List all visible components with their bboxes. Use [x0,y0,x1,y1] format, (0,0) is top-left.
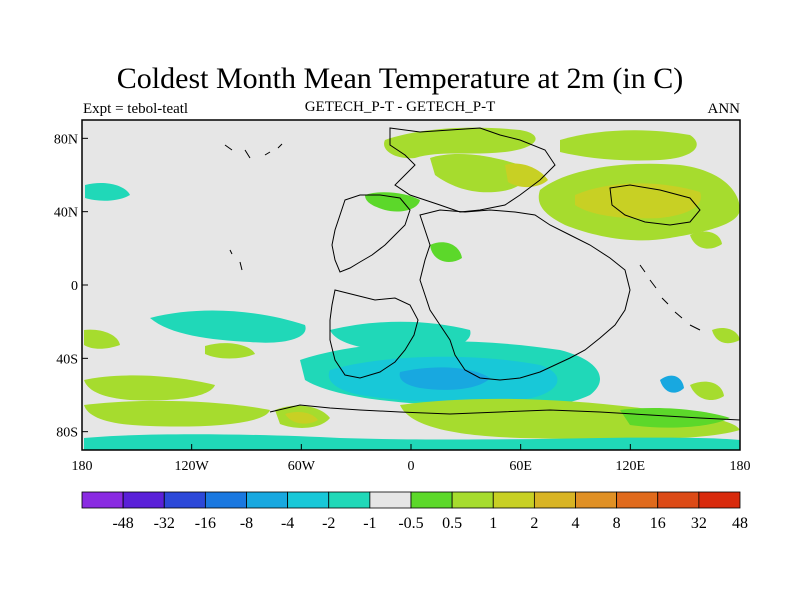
anomaly-region-pacific-north [85,183,130,201]
colorbar-swatch [492,491,535,509]
experiment-label: Expt = tebol-teatl [83,101,189,117]
coastline-east-asia-island [609,184,701,226]
colorbar-swatch [369,491,412,509]
colorbar-label: -48 [112,515,133,532]
colorbar-label: -4 [281,515,294,532]
anomaly-region-west-pacific-green [84,329,120,349]
map-title: Coldest Month Mean Temperature at 2m (in… [116,62,684,95]
y-tick-label: 80N [54,132,78,147]
coastline-south-america [329,289,419,379]
anomaly-region-midlat-patch [430,242,462,262]
coastline-east-islands [639,264,701,331]
colorbar-label: 2 [530,515,538,532]
colorbar-swatch [287,491,330,509]
colorbar-swatch [246,491,289,509]
colorbar-label: -16 [195,515,216,532]
anomaly-region-antarctic-west [84,400,270,427]
colorbar-label: 0.5 [442,515,462,532]
anomaly-region-antarctic-peninsula-warm [285,412,318,424]
colorbar-label: 16 [650,515,666,532]
anomaly-region-east-green [712,328,740,344]
colorbar-swatch [328,491,371,509]
colorbar-label: -2 [322,515,335,532]
x-axis: 180 120W 60W 0 60E 120E 180 [72,444,751,474]
x-tick-label: 180 [72,459,93,474]
x-tick-label: 180 [730,459,751,474]
x-tick-label: 120W [175,459,210,474]
colorbar-label: -1 [363,515,376,532]
colorbar-swatch [575,491,618,509]
colorbar-swatch [163,491,206,509]
coastline-island-chain [224,143,283,271]
colorbar-label: -32 [154,515,175,532]
colorbar-swatch [657,491,700,509]
colorbar-swatch [451,491,494,509]
season-label: ANN [707,101,741,117]
colorbar-swatch [81,491,124,509]
anomaly-region-arctic-west [384,127,536,159]
y-tick-label: 40N [54,206,78,221]
colorbar-label: 4 [572,515,580,532]
anomaly-region-atlantic [365,192,420,212]
colorbar-swatch [533,491,576,509]
y-tick-label: 80S [56,426,78,441]
coastline-antarctica [269,404,740,421]
colorbar-swatch [122,491,165,509]
anomaly-region-europe [430,154,526,193]
anomaly-region-near-pole [84,434,740,450]
colorbar: -48 -32 -16 -8 -4 -2 -1 -0.5 0.5 1 2 4 8 16 32 48 [81,491,748,532]
coastline-supercontinent [419,209,631,381]
coastline-arctic [389,127,556,213]
colorbar-label: 32 [691,515,707,532]
anomaly-region-europe-warm [505,163,548,188]
colorbar-label: 1 [489,515,497,532]
colorbar-label: -0.5 [398,515,423,532]
anomaly-region-southern-ocean-blue [399,367,490,390]
y-tick-label: 0 [71,279,78,294]
colorbar-swatch [698,491,741,509]
x-tick-label: 60E [509,459,532,474]
anomaly-region-arctic-east [560,130,697,161]
x-tick-label: 0 [408,459,415,474]
colorbar-swatch [616,491,659,509]
anomaly-region-antarctic-east [400,398,740,440]
anomaly-region-sub-tropical-green [205,343,255,359]
colorbar-swatch [204,491,247,509]
anomaly-region-antarctic-east-green [620,407,730,428]
anomaly-region-australia-patch [660,375,684,393]
x-tick-label: 120E [616,459,646,474]
dataset-label: GETECH_P-T - GETECH_P-T [304,99,496,115]
colorbar-label: 48 [732,515,748,532]
y-tick-label: 40S [56,352,78,367]
colorbar-label: -8 [240,515,253,532]
anomaly-region-east-pacific [690,231,722,249]
coastline-north-america [331,194,411,273]
colorbar-label: 8 [613,515,621,532]
y-axis: 80N 40N 0 40S 80S [54,132,88,441]
x-tick-label: 60W [288,459,316,474]
anomaly-region-tropical-pacific [150,310,306,343]
anomaly-region-tasman-green [690,381,724,401]
colorbar-swatch [410,491,453,509]
coastlines [224,127,740,421]
anomaly-region-south-pacific-green [84,375,215,401]
